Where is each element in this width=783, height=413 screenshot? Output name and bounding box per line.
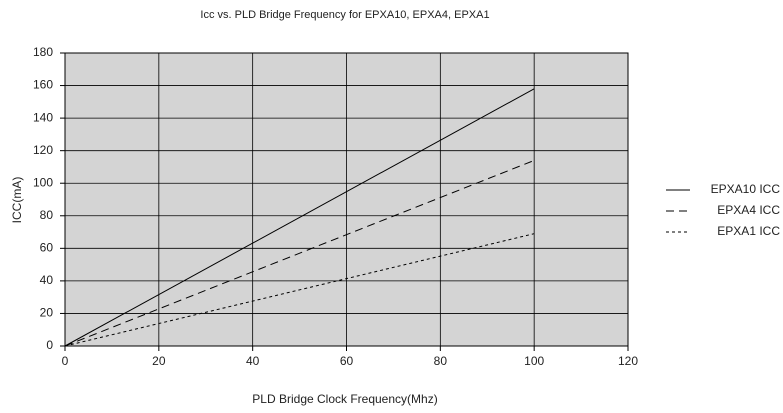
chart-title: Icc vs. PLD Bridge Frequency for EPXA10,… [200,9,489,21]
y-axis-label: ICC(mA) [10,177,24,224]
y-tick-label: 120 [33,143,53,157]
legend-label: EPXA4 ICC [717,203,780,217]
x-tick-label: 40 [246,354,260,368]
x-tick-label: 120 [618,354,638,368]
y-tick-label: 140 [33,110,53,124]
y-tick-label: 60 [40,241,54,255]
legend-label: EPXA10 ICC [711,182,781,196]
series-line [64,159,535,347]
x-tick-label: 60 [340,354,354,368]
x-tick-label: 80 [434,354,448,368]
y-tick-label: 180 [33,45,53,59]
legend-label: EPXA1 ICC [717,224,780,238]
y-tick-label: 100 [33,175,53,189]
y-tick-label: 80 [40,208,54,222]
series-line [64,88,535,347]
x-tick-label: 20 [152,354,166,368]
y-tick-label: 0 [46,338,53,352]
x-tick-label: 100 [524,354,544,368]
y-tick-label: 160 [33,78,53,92]
y-tick-label: 20 [40,306,54,320]
series-line [64,233,535,347]
x-tick-label: 0 [62,354,69,368]
y-tick-label: 40 [40,273,54,287]
x-axis-label: PLD Bridge Clock Frequency(Mhz) [252,392,437,406]
